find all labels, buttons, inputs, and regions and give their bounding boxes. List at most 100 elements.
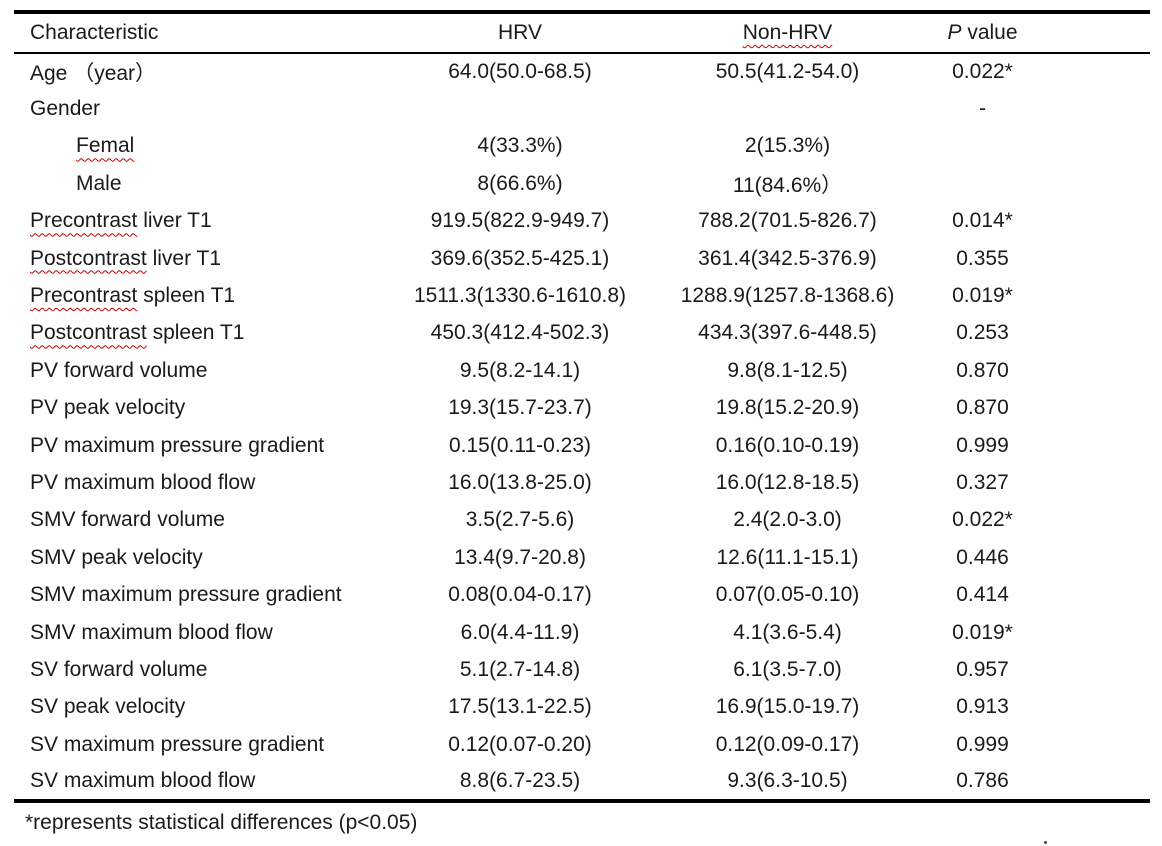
p-value-rest: value [961,21,1018,44]
table-footnote: *represents statistical differences (p<0… [25,810,418,834]
hrv-value [390,90,650,127]
table-row: Postcontrast spleen T1 450.3(412.4-502.3)… [14,315,1150,352]
hrv-value: 13.4(9.7-20.8) [454,545,586,569]
misspelled-word: Femal [76,134,135,158]
table-row: Precontrast liver T1 919.5(822.9-949.7) 78… [14,203,1150,240]
p-value: 0.014* [952,209,1013,233]
row-label: SV peak velocity [30,695,186,719]
misspelled-word: Precontrast [30,209,138,233]
misspelled-word: Postcontrast [30,321,147,345]
row-label: Age （year） [30,62,157,86]
row-spacer [1040,539,1150,576]
non-hrv-value: 9.3(6.3-10.5) [650,763,925,803]
hrv-value: 1511.3(1330.6-1610.8) [413,284,627,308]
row-label: SV forward volume [30,657,208,681]
p-value: 0.022* [952,60,1013,84]
table-header: Characteristic HRV Non-HRV P value [14,12,1150,54]
non-hrv-value: 2.4(2.0-3.0) [733,508,842,532]
non-hrv-value: 6.1(3.5-7.0) [733,657,842,681]
row-spacer [1040,726,1150,763]
row-spacer [1040,390,1150,427]
p-value: 0.253 [956,321,1009,345]
table-row: SV maximum blood flow 8.8(6.7-23.5) 9.3(6.… [14,763,1150,803]
hrv-value: 16.0(13.8-25.0) [448,470,592,494]
row-spacer [1040,203,1150,240]
hrv-value: 4(33.3%) [477,134,563,158]
header-non-hrv: Non-HRV [650,12,925,54]
stray-cursor-dot [1044,841,1047,844]
row-spacer [1040,614,1150,651]
row-label: SV maximum blood flow [14,763,390,803]
table-row: PV maximum blood flow 16.0(13.8-25.0) 16.0… [14,464,1150,501]
row-label: SMV forward volume [30,508,225,532]
row-spacer [1040,427,1150,464]
document-table-region: Characteristic HRV Non-HRV P value Age （… [14,10,1150,838]
hrv-value: 8(66.6%) [477,171,563,195]
row-spacer [1040,128,1150,165]
non-hrv-value: 2(15.3%) [744,134,831,158]
hrv-value: 8.8(6.7-23.5) [390,763,650,803]
non-hrv-value: 50.5(41.2-54.0) [715,60,860,84]
header-characteristic: Characteristic [14,12,390,54]
p-value: 0.019* [952,284,1013,308]
hrv-value: 17.5(13.1-22.5) [448,695,592,719]
misspelled-word: Postcontrast [30,246,147,270]
row-spacer [1040,464,1150,501]
table-row: Postcontrast liver T1 369.6(352.5-425.1) 3… [14,240,1150,277]
misspelled-word: Non-HRV [742,21,833,44]
row-spacer [1040,576,1150,613]
row-label: SMV maximum pressure gradient [30,583,342,607]
table-row: Age （year） 64.0(50.0-68.5) 50.5(41.2-54.0)… [14,53,1150,90]
hrv-value: 0.08(0.04-0.17) [448,583,592,607]
non-hrv-value: 361.4(342.5-376.9) [698,246,877,270]
row-spacer [1040,502,1150,539]
table-row: SMV peak velocity 13.4(9.7-20.8) 12.6(11.1… [14,539,1150,576]
row-label: SV maximum pressure gradient [30,732,325,756]
table-row: Male 8(66.6%) 11(84.6%） [14,165,1150,202]
row-spacer [1040,165,1150,202]
p-value: - [979,97,986,121]
p-value: 0.999 [956,732,1009,756]
hrv-value: 919.5(822.9-949.7) [430,209,610,233]
non-hrv-value: 0.12(0.09-0.17) [715,732,860,756]
table-row: PV peak velocity 19.3(15.7-23.7) 19.8(15.2… [14,390,1150,427]
hrv-value: 0.12(0.07-0.20) [448,732,592,756]
table-row: SMV maximum pressure gradient 0.08(0.04-0… [14,576,1150,613]
row-label: Postcontrast liver T1 [30,246,222,270]
p-value: 0.786 [925,763,1040,803]
non-hrv-value: 4.1(3.6-5.4) [733,620,842,644]
row-label: Postcontrast spleen T1 [30,321,245,345]
hrv-value: 9.5(8.2-14.1) [459,358,581,382]
row-label: PV maximum pressure gradient [30,433,325,457]
misspelled-word: Precontrast [30,284,138,308]
p-value: 0.446 [956,545,1009,569]
row-label: PV peak velocity [30,396,186,420]
header-row: Characteristic HRV Non-HRV P value [14,12,1150,54]
table-row: Precontrast spleen T1 1511.3(1330.6-1610.… [14,277,1150,314]
non-hrv-value: 434.3(397.6-448.5) [698,321,877,345]
row-spacer [1040,90,1150,127]
table-row: Femal 4(33.3%) 2(15.3%) [14,128,1150,165]
non-hrv-value: 0.07(0.05-0.10) [715,583,860,607]
row-label: Precontrast liver T1 [30,209,212,233]
table-row: PV forward volume 9.5(8.2-14.1) 9.8(8.1-12… [14,352,1150,389]
row-label: SMV maximum blood flow [30,620,273,644]
header-p-value: P value [925,12,1040,54]
hrv-value: 64.0(50.0-68.5) [448,60,592,84]
row-spacer [1040,689,1150,726]
table-row: Gender - [14,90,1150,127]
row-label: PV maximum blood flow [30,470,256,494]
p-value-italic-p: P [947,21,962,44]
row-label: Male [76,171,122,195]
table-row: SMV maximum blood flow 6.0(4.4-11.9) 4.1(3… [14,614,1150,651]
row-spacer [1040,651,1150,688]
row-label: Precontrast spleen T1 [30,284,236,308]
non-hrv-value: 16.9(15.0-19.7) [715,695,860,719]
row-spacer [1040,763,1150,803]
non-hrv-value: 788.2(701.5-826.7) [698,209,877,233]
hrv-value: 3.5(2.7-5.6) [465,508,575,532]
table-row: SMV forward volume 3.5(2.7-5.6) 2.4(2.0-3.… [14,502,1150,539]
non-hrv-value: 16.0(12.8-18.5) [715,470,860,494]
non-hrv-value [650,90,925,127]
table-row: SV forward volume 5.1(2.7-14.8) 6.1(3.5-7.… [14,651,1150,688]
